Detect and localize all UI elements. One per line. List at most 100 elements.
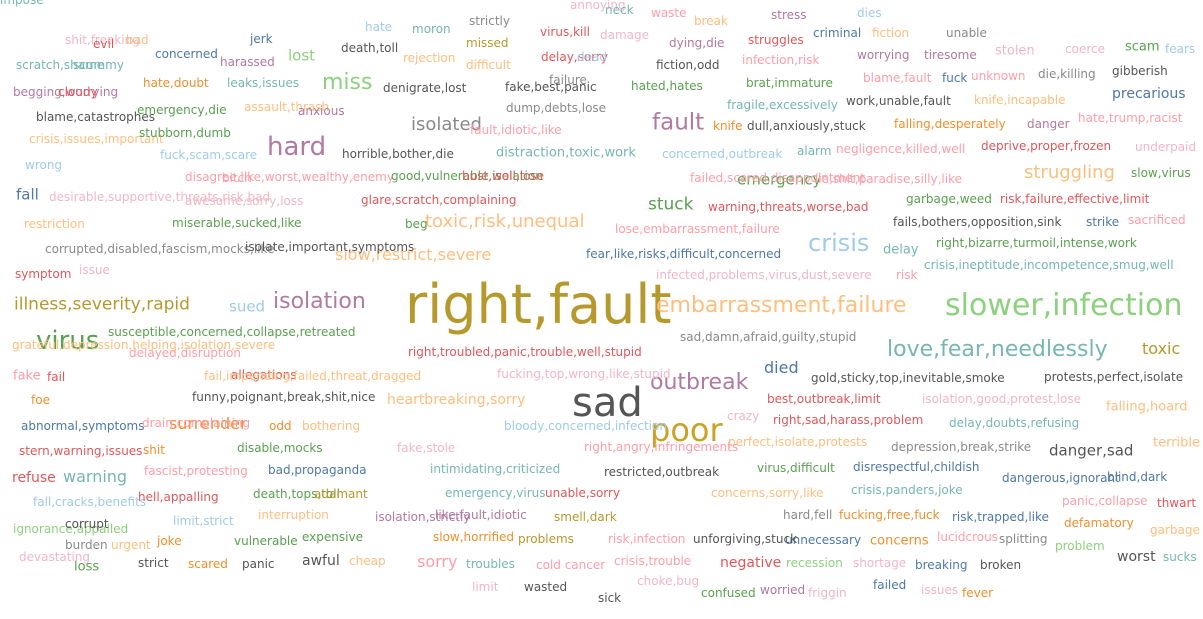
word-cloud-word: desirable,supportive,threats,risk,bad	[49, 190, 271, 204]
word-cloud-word: slower,infection	[945, 288, 1183, 323]
word-cloud-word: lie,shit,paradise,silly,like	[815, 172, 962, 186]
word-cloud-word: bad	[126, 33, 149, 47]
word-cloud-word: loss	[74, 559, 100, 575]
word-cloud-word: friggin	[808, 586, 847, 600]
word-cloud-word: criminal	[813, 26, 862, 40]
word-cloud-word: wrong	[25, 158, 63, 172]
word-cloud-word: lucidcrous	[937, 530, 998, 544]
word-cloud-word: fucking,top,wrong,like,stupid	[497, 367, 671, 381]
word-cloud-word: sorry	[417, 552, 458, 571]
word-cloud-word: failure	[549, 73, 587, 87]
word-cloud-word: leaks,issues	[227, 76, 300, 90]
word-cloud-word: susceptible,concerned,collapse,retreated	[108, 325, 356, 339]
word-cloud-word: slow,horrified	[433, 530, 515, 544]
word-cloud-word: good,vulnerable,isolation	[391, 169, 543, 183]
word-cloud-word: negative	[720, 555, 782, 571]
word-cloud-word: annoying	[570, 0, 626, 12]
word-cloud-word: beg	[405, 217, 428, 231]
word-cloud-word: fuck	[942, 71, 968, 85]
word-cloud-word: isolation,good,protest,lose	[922, 392, 1081, 406]
word-cloud-word: fall	[16, 185, 39, 204]
word-cloud-word: stuck	[648, 194, 694, 215]
word-cloud-word: death,tops,toll	[253, 487, 340, 501]
word-cloud-word: falling,desperately	[894, 117, 1006, 131]
word-cloud-word: dies	[857, 6, 882, 20]
word-cloud-word: deprive,proper,frozen	[981, 139, 1112, 153]
word-cloud-word: expensive	[302, 530, 363, 544]
word-cloud-word: crazy	[727, 409, 760, 423]
word-cloud-word: hard,fell	[783, 508, 833, 522]
word-cloud-word: danger,sad	[1049, 441, 1134, 460]
word-cloud-word: bust,well,lose	[462, 169, 544, 183]
word-cloud-word: underpaid	[1135, 140, 1197, 154]
word-cloud-word: stress	[771, 8, 807, 22]
word-cloud-word: crisis,panders,joke	[851, 483, 963, 497]
word-cloud-word: negligence,killed,well	[836, 142, 966, 156]
word-cloud-word: struggling	[1024, 162, 1115, 183]
word-cloud-word: adamant	[314, 487, 368, 501]
word-cloud-word: recession	[786, 556, 843, 570]
word-cloud-word: risk,failure,effective,limit	[1000, 192, 1150, 206]
word-cloud-word: splitting	[999, 532, 1048, 546]
word-cloud-word: jerk	[250, 32, 273, 46]
word-cloud-word: funny,poignant,break,shit,nice	[192, 390, 376, 404]
word-cloud-word: isolation,strictly	[375, 510, 471, 524]
word-cloud-word: like,fault,idiotic	[435, 508, 527, 522]
word-cloud-word: allegations	[231, 368, 297, 382]
word-cloud-word: miserable,sucked,like	[172, 216, 302, 230]
word-cloud-word: isolate,important,symptoms	[245, 240, 415, 254]
word-cloud-word: infected,problems,virus,dust,severe	[656, 268, 872, 282]
word-cloud-word: fault,idiotic,like	[470, 123, 562, 137]
word-cloud-word: fiction,odd	[656, 58, 720, 72]
word-cloud-word: slow,virus	[1131, 166, 1191, 180]
word-cloud-word: crisis,ineptitude,incompetence,smug,well	[924, 258, 1174, 272]
word-cloud-word: perfect,isolate,protests	[728, 435, 868, 449]
word-cloud-word: break	[694, 14, 728, 28]
word-cloud-word: breaking	[915, 558, 968, 572]
word-cloud-word: hate,doubt	[143, 76, 209, 90]
word-cloud-word: missed	[466, 36, 509, 50]
word-cloud-word: knife	[713, 119, 743, 133]
word-cloud-word: symptom	[15, 267, 72, 281]
word-cloud-word: concerns,sorry,like	[711, 486, 824, 500]
word-cloud-word: smell,dark	[554, 510, 617, 524]
word-cloud-word: drain,complaining	[142, 416, 251, 430]
word-cloud-word: intimidating,criticized	[430, 462, 561, 476]
word-cloud-word: refuse	[12, 470, 56, 486]
word-cloud-word: hated,hates	[631, 79, 703, 93]
word-cloud-word: love,fear,needlessly	[887, 337, 1108, 362]
word-cloud-word: waste	[651, 6, 687, 20]
word-cloud-word: urgent	[111, 538, 151, 552]
word-cloud-word: fails,bothers,opposition,sink	[893, 215, 1062, 229]
word-cloud-word: concerned	[155, 47, 218, 61]
word-cloud-word: gibberish	[1112, 64, 1168, 78]
word-cloud-word: cold cancer	[536, 558, 606, 572]
word-cloud-word: infection,risk	[742, 53, 820, 67]
word-cloud-word: virus,difficult	[757, 461, 835, 475]
word-cloud-word: moron	[412, 22, 451, 36]
word-cloud-word: blame,catastrophes	[36, 110, 156, 124]
word-cloud-word: emergency	[737, 170, 822, 189]
word-cloud-word: warning,threats,worse,bad	[708, 200, 869, 214]
word-cloud-word: scam	[1125, 39, 1160, 55]
word-cloud-word: problem	[1055, 539, 1105, 553]
word-cloud-word: assault,thrash	[244, 100, 330, 114]
word-cloud-word: burden	[65, 538, 108, 552]
word-cloud-word: alarm	[797, 144, 832, 158]
word-cloud-word: terrible	[1153, 435, 1201, 451]
word-cloud-word: surrender	[169, 414, 247, 433]
word-cloud-word: die,killing	[1038, 67, 1096, 81]
word-cloud-word: hate,trump,racist	[1078, 111, 1183, 125]
word-cloud-word: damage	[600, 28, 650, 42]
word-cloud-word: stern,warning,issues	[19, 444, 143, 458]
word-cloud-word: slow,restrict,severe	[335, 245, 492, 264]
word-cloud-word: fail,impending,failed,threat,dragged	[204, 369, 422, 383]
word-cloud-word: disable,mocks	[237, 441, 323, 455]
word-cloud-word: dull,anxiously,stuck	[747, 119, 866, 133]
word-cloud-word: crisis	[808, 229, 870, 257]
word-cloud-word: coerce	[1065, 42, 1105, 56]
word-cloud-word: outbreak	[650, 370, 749, 395]
word-cloud-word: dump,debts,lose	[506, 101, 607, 115]
word-cloud-word: cloudy	[58, 85, 98, 99]
